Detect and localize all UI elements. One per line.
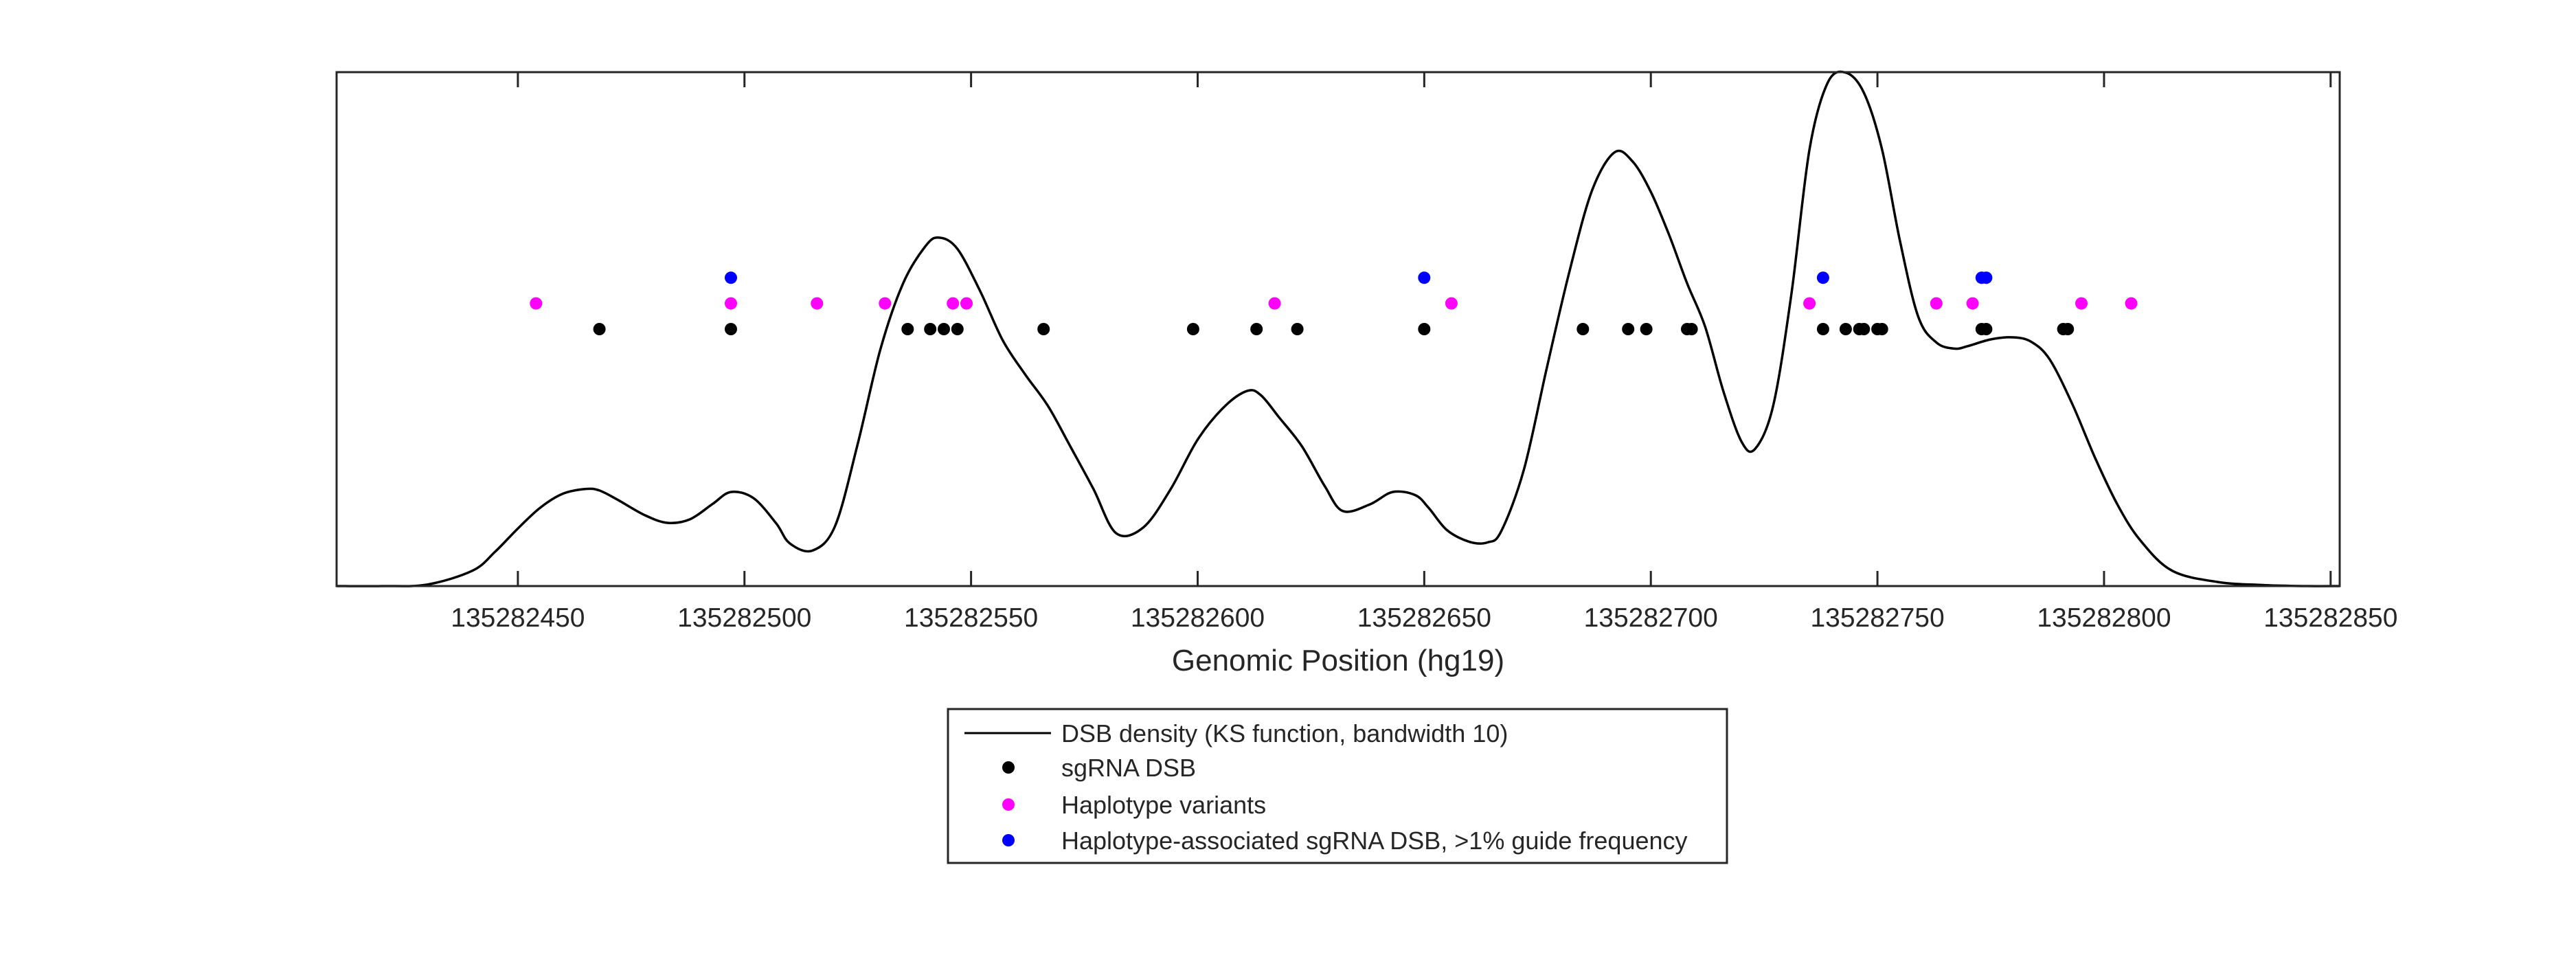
haplotype-variant-point bbox=[947, 297, 960, 310]
x-tick-label: 135282450 bbox=[451, 603, 585, 633]
haplotype-variant-point bbox=[1966, 297, 1979, 310]
sgrna-dsb-point bbox=[1640, 323, 1653, 335]
sgrna-dsb-point bbox=[1622, 323, 1635, 335]
haplotype-variant-point bbox=[2075, 297, 2088, 310]
sgrna-dsb-point bbox=[938, 323, 950, 335]
legend: DSB density (KS function, bandwidth 10) … bbox=[947, 708, 1728, 864]
haplotype-variant-point bbox=[1268, 297, 1281, 310]
sgrna-dsb-point bbox=[1685, 323, 1698, 335]
haplotype-sgrna-dsb-point bbox=[1816, 271, 1829, 284]
x-axis-ticks: 135282450 135282500 135282550 135282600 1352… bbox=[451, 72, 2397, 633]
x-tick-label: 135282800 bbox=[2037, 603, 2171, 633]
x-tick-label: 135282550 bbox=[904, 603, 1038, 633]
x-tick-label: 135282850 bbox=[2263, 603, 2397, 633]
sgrna-dsb-point bbox=[1037, 323, 1050, 335]
legend-label-sgrna: sgRNA DSB bbox=[1061, 754, 1196, 782]
sgrna-dsb-point bbox=[725, 323, 737, 335]
x-tick-label: 135282700 bbox=[1584, 603, 1718, 633]
sgrna-dsb-point bbox=[924, 323, 937, 335]
sgrna-dsb-point bbox=[1186, 323, 1199, 335]
sgrna-dsb-point bbox=[1816, 323, 1829, 335]
legend-label-haplotype: Haplotype variants bbox=[1061, 791, 1266, 819]
haplotype-variant-point bbox=[879, 297, 892, 310]
sgrna-dsb-point bbox=[1980, 323, 1993, 335]
sgrna-dsb-point bbox=[2061, 323, 2075, 335]
sgrna-dsb-point bbox=[1875, 323, 1888, 335]
legend-box bbox=[947, 708, 1728, 864]
haplotype-variant-point bbox=[725, 297, 737, 310]
x-tick-label: 135282650 bbox=[1357, 603, 1491, 633]
sgrna-dsb-point bbox=[1291, 323, 1304, 335]
sgrna-dsb-point bbox=[1418, 323, 1431, 335]
sgrna-dsb-point bbox=[901, 323, 914, 335]
haplotype-sgrna-dsb-point bbox=[1418, 271, 1431, 284]
plot-area bbox=[336, 70, 2340, 587]
legend-label-density: DSB density (KS function, bandwidth 10) bbox=[1061, 719, 1508, 748]
haplotype-variant-point bbox=[1803, 297, 1816, 310]
haplotype-variant-point bbox=[2125, 297, 2138, 310]
sgrna-dsb-point bbox=[1839, 323, 1852, 335]
legend-dot-haplotype-sgrna bbox=[1002, 834, 1015, 846]
axes-box bbox=[335, 71, 2341, 587]
haplotype-variant-point bbox=[530, 297, 543, 310]
density-curve bbox=[336, 70, 2340, 587]
sgrna-dsb-point bbox=[1857, 323, 1871, 335]
sgrna-dsb-point bbox=[1577, 323, 1590, 335]
legend-label-haplotype-sgrna: Haplotype-associated sgRNA DSB, >1% guid… bbox=[1061, 827, 1688, 855]
legend-dot-sgrna bbox=[1002, 761, 1015, 774]
haplotype-variant-point bbox=[1445, 297, 1458, 310]
haplotype-sgrna-dsb-point bbox=[1980, 271, 1993, 284]
haplotype-variant-point bbox=[1930, 297, 1943, 310]
sgrna-dsb-point bbox=[593, 323, 606, 335]
haplotype-variant-point bbox=[960, 297, 973, 310]
sgrna-dsb-point bbox=[951, 323, 964, 335]
sgrna-dsb-point bbox=[1250, 323, 1263, 335]
x-tick-label: 135282600 bbox=[1131, 603, 1265, 633]
legend-dot-haplotype bbox=[1002, 798, 1015, 811]
x-tick-label: 135282750 bbox=[1810, 603, 1944, 633]
haplotype-sgrna-dsb-point bbox=[725, 271, 737, 284]
x-axis-title: Genomic Position (hg19) bbox=[1172, 644, 1504, 677]
haplotype-variant-point bbox=[811, 297, 824, 310]
x-tick-label: 135282500 bbox=[677, 603, 811, 633]
